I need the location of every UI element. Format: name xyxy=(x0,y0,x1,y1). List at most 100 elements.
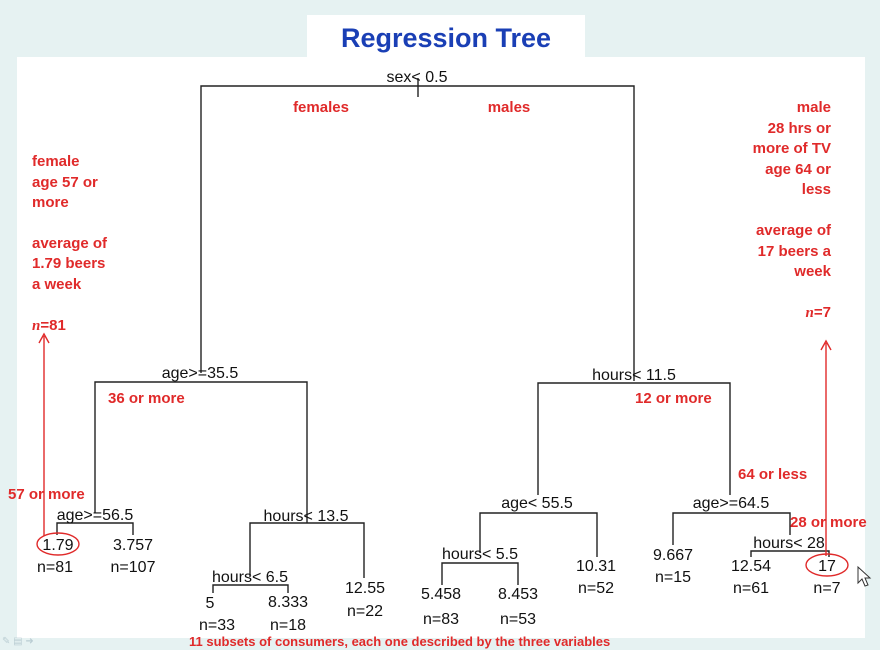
edge-lr xyxy=(249,522,365,578)
arrow-left-head xyxy=(38,332,50,344)
highlights xyxy=(36,332,849,577)
edge-rl xyxy=(479,512,598,557)
edge-ll xyxy=(56,522,134,535)
right-note-line-3: more of TV xyxy=(753,140,831,157)
right-note-line-5: less xyxy=(802,181,831,198)
left-note-n-symbol: n xyxy=(32,318,40,334)
left-note-line-2: age 57 or xyxy=(32,174,98,191)
pen-icon[interactable]: ✎ xyxy=(2,636,11,647)
split-rl: age< 55.5 xyxy=(501,495,573,512)
right-note-line-9: week xyxy=(793,263,831,280)
leaf-count: n=15 xyxy=(655,569,691,586)
split-root: sex< 0.5 xyxy=(387,69,448,86)
right-note-line-2: 28 hrs or xyxy=(768,120,832,137)
split-lr: hours< 13.5 xyxy=(264,508,349,525)
left-note-count: n=81 xyxy=(32,317,66,334)
edge-right xyxy=(537,382,731,495)
leaf-count: n=107 xyxy=(111,559,156,576)
leaf-value: 17 xyxy=(818,558,836,575)
label-females: females xyxy=(293,99,349,116)
leaf-value: 12.55 xyxy=(345,580,385,597)
highlight-oval-left xyxy=(36,532,80,556)
label-12-or-more: 12 or more xyxy=(635,390,712,407)
right-note-line-7: average of xyxy=(756,222,832,239)
leaf-count: n=83 xyxy=(423,611,459,628)
leaf-value: 10.31 xyxy=(576,558,616,575)
slide-title: Regression Tree xyxy=(340,23,552,53)
left-note-line-5: average of xyxy=(32,235,108,252)
leaf-2: 3.757 n=107 xyxy=(111,537,156,576)
edge-left xyxy=(94,381,308,523)
label-28-or-more: 28 or more xyxy=(790,514,867,531)
arrow-right-head xyxy=(820,339,832,351)
split-rll: hours< 5.5 xyxy=(442,546,518,563)
split-rr: age>=64.5 xyxy=(693,495,770,512)
highlight-oval-right xyxy=(805,553,849,577)
leaf-7: 8.453 n=53 xyxy=(498,586,538,628)
right-annotation: male 28 hrs or more of TV age 64 or less… xyxy=(753,99,832,321)
leaf-count: n=52 xyxy=(578,580,614,597)
leaf-value: 8.453 xyxy=(498,586,538,603)
branch-labels: females males 36 or more 12 or more 57 o… xyxy=(8,99,867,531)
leaf-8: 10.31 n=52 xyxy=(576,558,616,597)
leaf-value: 12.54 xyxy=(731,558,771,575)
leaf-count: n=22 xyxy=(347,603,383,620)
right-note-n-symbol: n xyxy=(806,305,814,321)
leaf-value: 1.79 xyxy=(42,537,73,554)
leaf-value: 3.757 xyxy=(113,537,153,554)
right-note-line-4: age 64 or xyxy=(765,161,831,178)
leaf-value: 5 xyxy=(206,595,215,612)
label-36-or-more: 36 or more xyxy=(108,390,185,407)
leaf-4: 8.333 n=18 xyxy=(268,594,308,634)
right-note-n-value: =7 xyxy=(814,304,831,321)
leaf-3: 5 n=33 xyxy=(199,595,235,634)
label-males: males xyxy=(488,99,531,116)
tree-edges xyxy=(56,78,830,593)
menu-icon[interactable]: ▤ xyxy=(13,636,23,647)
edge-rll xyxy=(441,562,519,585)
leaf-count: n=81 xyxy=(37,559,73,576)
leaf-9: 9.667 n=15 xyxy=(653,547,693,586)
leaf-value: 8.333 xyxy=(268,594,308,611)
edge-rr xyxy=(672,512,791,545)
leaf-count: n=33 xyxy=(199,617,235,634)
split-left: age>=35.5 xyxy=(162,365,239,382)
split-ll: age>=56.5 xyxy=(57,507,134,524)
right-note-count: n=7 xyxy=(806,304,831,321)
left-annotation: female age 57 or more average of 1.79 be… xyxy=(32,153,108,334)
leaf-10: 12.54 n=61 xyxy=(731,558,771,597)
edge-lrl xyxy=(212,584,289,593)
tree-leaves: 1.79 n=81 3.757 n=107 5 n=33 8.333 n=18 … xyxy=(37,537,841,634)
right-note-line-1: male xyxy=(797,99,831,116)
leaf-6: 5.458 n=83 xyxy=(421,586,461,628)
leaf-count: n=61 xyxy=(733,580,769,597)
left-note-line-1: female xyxy=(32,153,80,170)
arrow-icon[interactable]: ➜ xyxy=(25,636,34,647)
leaf-value: 5.458 xyxy=(421,586,461,603)
title-box xyxy=(307,15,585,57)
edge-root xyxy=(200,85,635,381)
slide-toolbar[interactable]: ✎ ▤ ➜ xyxy=(2,636,82,650)
leaf-count: n=53 xyxy=(500,611,536,628)
left-note-line-7: a week xyxy=(32,276,82,293)
label-64-or-less: 64 or less xyxy=(738,466,807,483)
split-lrl: hours< 6.5 xyxy=(212,569,288,586)
split-right: hours< 11.5 xyxy=(592,367,676,384)
left-note-line-6: 1.79 beers xyxy=(32,255,105,272)
right-note-line-8: 17 beers a xyxy=(758,243,832,260)
split-rrr: hours< 28 xyxy=(753,535,825,552)
leaf-1: 1.79 n=81 xyxy=(37,537,74,576)
leaf-value: 9.667 xyxy=(653,547,693,564)
left-note-line-3: more xyxy=(32,194,69,211)
mouse-cursor-icon xyxy=(857,565,872,587)
leaf-count: n=7 xyxy=(813,580,840,597)
content-panel xyxy=(17,57,865,638)
label-57-or-more: 57 or more xyxy=(8,486,85,503)
leaf-5: 12.55 n=22 xyxy=(345,580,385,620)
leaf-11: 17 n=7 xyxy=(813,558,840,597)
leaf-count: n=18 xyxy=(270,617,306,634)
split-labels: sex< 0.5 age>=35.5 hours< 11.5 age>=56.5… xyxy=(57,69,825,586)
left-note-n-value: =81 xyxy=(40,317,65,334)
